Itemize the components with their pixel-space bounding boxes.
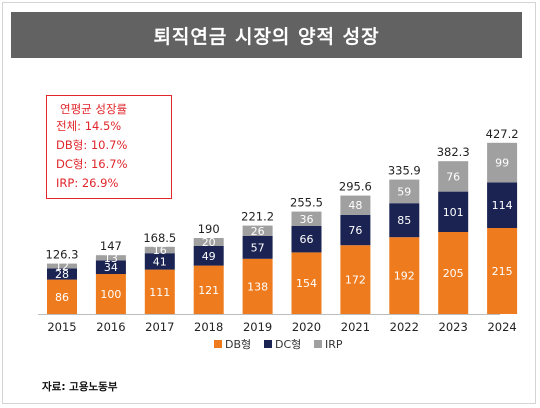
data-label-DB형-2018: 121 — [198, 284, 219, 297]
legend-label-IRP: IRP — [325, 338, 343, 351]
data-label-DB형-2016: 100 — [100, 288, 121, 301]
bar-segment-DC형-2016 — [95, 260, 126, 274]
data-label-IRP-2017: 16 — [153, 244, 167, 257]
bar-segment-IRP-2021 — [340, 195, 371, 215]
data-label-DC형-2015: 28 — [55, 268, 69, 281]
total-label-2024: 427.2 — [486, 127, 519, 141]
data-label-DC형-2022: 85 — [397, 214, 411, 227]
bar-segment-IRP-2023 — [438, 161, 469, 192]
total-label-2017: 168.5 — [143, 231, 176, 245]
bar-segment-DB형-2024 — [487, 228, 518, 314]
data-label-DB형-2022: 192 — [394, 270, 415, 283]
bar-segment-DC형-2021 — [340, 214, 371, 246]
data-label-DC형-2021: 76 — [348, 224, 362, 237]
bar-segment-DC형-2017 — [144, 253, 175, 270]
data-label-IRP-2022: 59 — [397, 185, 411, 198]
bar-segment-DB형-2018 — [193, 265, 224, 314]
total-label-2020: 255.5 — [290, 196, 323, 210]
bar-segment-IRP-2016 — [95, 255, 126, 261]
bar-segment-DC형-2020 — [291, 226, 322, 253]
data-label-DC형-2016: 34 — [104, 261, 118, 274]
legend-label-DB형: DB형 — [225, 338, 251, 351]
x-tick-2023: 2023 — [439, 320, 468, 334]
bar-segment-DB형-2022 — [389, 237, 420, 314]
data-label-IRP-2020: 36 — [300, 213, 314, 226]
bar-segment-IRP-2024 — [487, 142, 518, 183]
source-note: 자료: 고용노동부 — [42, 381, 118, 393]
bar-segment-DC형-2024 — [487, 182, 518, 228]
bar-segment-IRP-2015 — [47, 263, 77, 269]
legend-swatch-IRP — [314, 340, 322, 348]
x-tick-2021: 2021 — [341, 320, 370, 334]
x-tick-2024: 2024 — [487, 320, 516, 334]
growth-rate-box: 연평균 성장률 전체: 14.5% DB형: 10.7% DC형: 16.7% … — [46, 95, 172, 199]
total-label-2015: 126.3 — [46, 248, 79, 262]
data-label-DB형-2019: 138 — [247, 280, 268, 293]
data-label-DC형-2024: 114 — [492, 199, 513, 212]
bar-segment-DB형-2019 — [242, 258, 273, 314]
bar-segment-DC형-2023 — [438, 191, 469, 232]
x-tick-2017: 2017 — [145, 320, 174, 334]
total-label-2018: 190 — [198, 222, 220, 236]
bar-segment-DB형-2021 — [340, 245, 371, 314]
bar-segment-DB형-2020 — [291, 252, 322, 314]
data-label-DB형-2023: 205 — [443, 267, 464, 280]
legend-swatch-DB형 — [214, 340, 222, 348]
data-label-DB형-2021: 172 — [345, 274, 366, 287]
legend-label-DC형: DC형 — [275, 338, 301, 351]
bar-segment-DB형-2015 — [47, 279, 77, 314]
data-label-IRP-2015: 12 — [55, 260, 69, 273]
data-label-IRP-2016: 13 — [104, 252, 118, 265]
data-label-IRP-2021: 48 — [348, 199, 362, 212]
bar-segment-DB형-2016 — [95, 274, 126, 314]
bar-segment-DC형-2015 — [47, 268, 77, 280]
growth-rate-title: 연평균 성장률 — [60, 102, 128, 116]
growth-rate-irp: IRP: 26.9% — [56, 176, 119, 190]
data-label-IRP-2024: 99 — [495, 157, 509, 170]
total-label-2016: 147 — [100, 239, 122, 253]
bar-segment-IRP-2019 — [242, 225, 273, 236]
data-label-DC형-2020: 66 — [300, 233, 314, 246]
total-label-2021: 295.6 — [339, 180, 372, 194]
bar-segment-DC형-2022 — [389, 203, 420, 238]
data-label-DC형-2017: 41 — [153, 255, 167, 268]
data-label-IRP-2023: 76 — [446, 170, 460, 183]
legend-swatch-DC형 — [264, 340, 272, 348]
total-label-2019: 221.2 — [241, 210, 274, 224]
data-label-DC형-2023: 101 — [443, 206, 464, 219]
x-tick-2016: 2016 — [96, 320, 125, 334]
data-label-DC형-2019: 57 — [251, 241, 265, 254]
growth-rate-db: DB형: 10.7% — [56, 138, 128, 152]
data-label-IRP-2019: 26 — [251, 225, 265, 238]
bar-segment-DB형-2017 — [144, 269, 175, 314]
bar-segment-DB형-2023 — [438, 232, 469, 314]
data-label-DC형-2018: 49 — [202, 250, 216, 263]
growth-rate-total: 전체: 14.5% — [56, 119, 122, 133]
x-tick-2018: 2018 — [194, 320, 223, 334]
bar-segment-DC형-2018 — [193, 246, 224, 266]
data-label-DB형-2015: 86 — [55, 291, 69, 304]
bar-segment-IRP-2020 — [291, 211, 322, 226]
data-label-DB형-2020: 154 — [296, 277, 317, 290]
data-label-DB형-2024: 215 — [492, 265, 513, 278]
bar-segment-IRP-2017 — [144, 246, 175, 254]
x-tick-2022: 2022 — [390, 320, 419, 334]
chart-title: 퇴직연금 시장의 양적 성장 — [153, 25, 380, 48]
bar-segment-IRP-2022 — [389, 179, 420, 204]
growth-rate-dc: DC형: 16.7% — [56, 157, 128, 171]
bar-segment-DC형-2019 — [242, 236, 273, 259]
x-tick-2020: 2020 — [292, 320, 321, 334]
total-label-2022: 335.9 — [388, 164, 421, 178]
x-tick-2019: 2019 — [243, 320, 272, 334]
data-label-DB형-2017: 111 — [149, 286, 170, 299]
bar-segment-IRP-2018 — [193, 238, 224, 246]
data-label-IRP-2018: 20 — [202, 236, 216, 249]
x-tick-2015: 2015 — [47, 320, 76, 334]
total-label-2023: 382.3 — [437, 145, 470, 159]
title-bar: 퇴직연금 시장의 양적 성장 — [11, 12, 522, 58]
